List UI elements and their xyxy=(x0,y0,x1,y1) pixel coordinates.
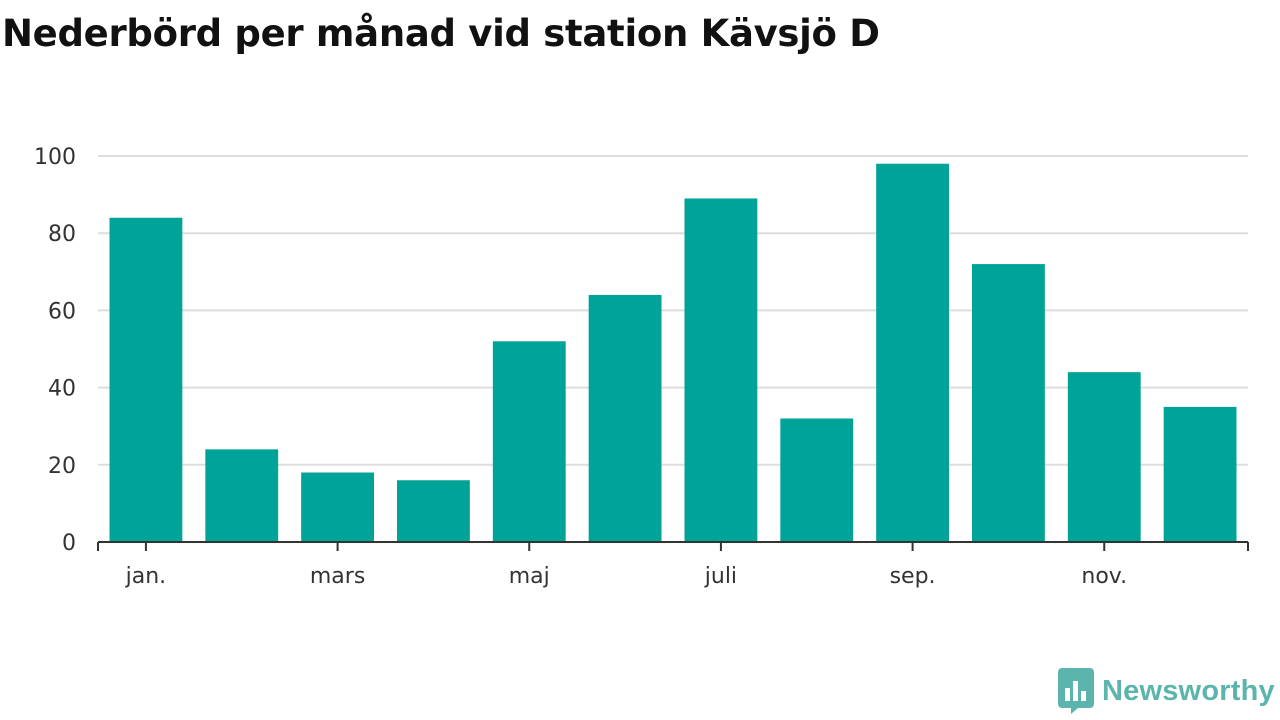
brand-name: Newsworthy xyxy=(1102,674,1275,707)
x-tick-label: mars xyxy=(310,564,365,589)
x-tick-label: juli xyxy=(704,564,737,589)
y-tick-label: 20 xyxy=(48,454,76,479)
x-tick-label: jan. xyxy=(125,564,167,589)
x-tick-label: maj xyxy=(509,564,550,589)
bar-10 xyxy=(972,264,1045,542)
bar-3 xyxy=(301,472,374,542)
y-tick-label: 0 xyxy=(62,531,76,556)
bar-12 xyxy=(1163,406,1237,542)
y-tick-label: 100 xyxy=(34,145,76,170)
bar-9 xyxy=(876,163,949,542)
newsworthy-logo-icon xyxy=(1058,668,1094,714)
x-tick-label: sep. xyxy=(890,564,936,589)
bar-4 xyxy=(397,480,470,542)
gridlines xyxy=(98,155,1248,466)
chart-title: Nederbörd per månad vid station Kävsjö D xyxy=(2,12,880,55)
bar-6 xyxy=(588,294,662,542)
y-tick-label: 60 xyxy=(48,299,76,324)
bar-2 xyxy=(205,449,279,542)
y-tick-label: 80 xyxy=(48,222,76,247)
bar-1 xyxy=(109,217,183,542)
newsworthy-brand: Newsworthy xyxy=(1058,668,1275,714)
x-axis: jan. mars maj juli sep. nov. xyxy=(97,541,1249,589)
bar-11 xyxy=(1067,372,1141,542)
x-tick-label: nov. xyxy=(1081,564,1127,589)
bars xyxy=(109,163,1237,542)
bar-8 xyxy=(780,418,854,542)
y-tick-label: 40 xyxy=(48,377,76,402)
bar-7 xyxy=(684,198,758,542)
y-axis-ticks: 0 20 40 60 80 100 xyxy=(34,145,76,556)
bar-5 xyxy=(492,341,566,542)
